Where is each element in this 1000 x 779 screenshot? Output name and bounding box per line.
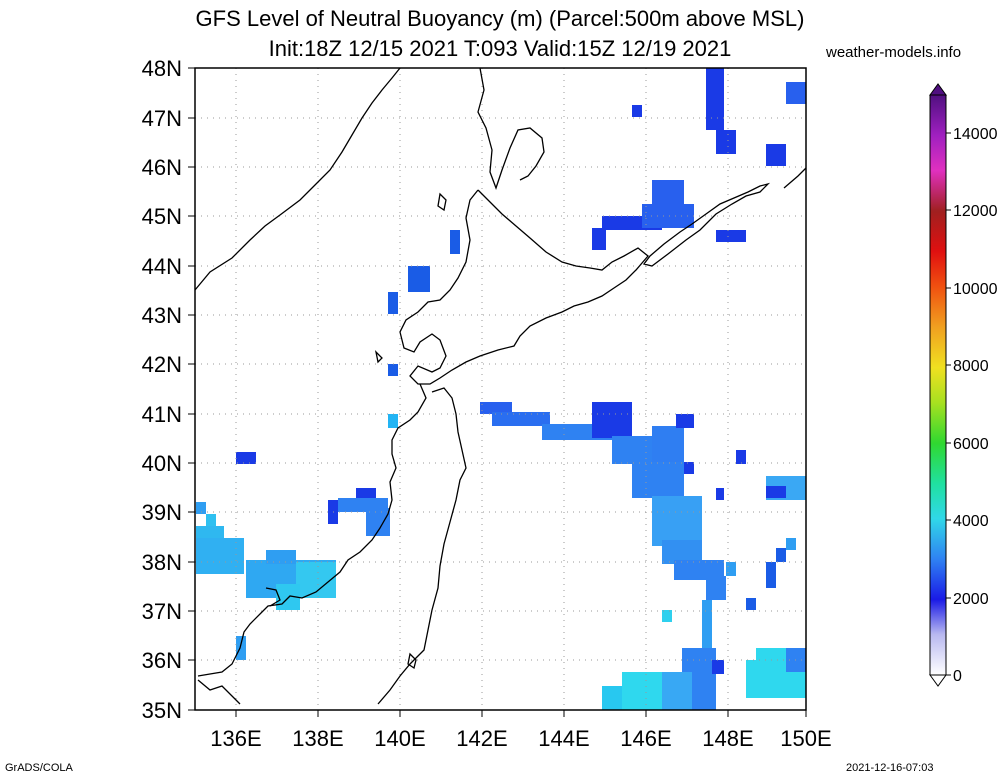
lat-label: 46N bbox=[142, 155, 182, 180]
lon-label: 144E bbox=[538, 726, 589, 751]
longitude-labels: 136E 138E 140E 142E 144E 146E 148E 150E bbox=[210, 726, 831, 751]
map-subtitle: Init:18Z 12/15 2021 T:093 Valid:15Z 12/1… bbox=[268, 36, 732, 61]
colorbar-label: 10000 bbox=[953, 281, 998, 298]
colorbar: 14000 12000 10000 8000 6000 4000 2000 0 bbox=[929, 83, 998, 687]
lat-label: 36N bbox=[142, 648, 182, 673]
colorbar-label: 6000 bbox=[953, 436, 989, 453]
colorbar-scale bbox=[929, 94, 947, 676]
lat-label: 44N bbox=[142, 254, 182, 279]
lat-label: 35N bbox=[142, 698, 182, 723]
lat-label: 47N bbox=[142, 106, 182, 131]
lat-label: 39N bbox=[142, 500, 182, 525]
lon-label: 140E bbox=[374, 726, 425, 751]
lat-label: 42N bbox=[142, 352, 182, 377]
map-frame bbox=[194, 67, 807, 711]
axis-ticks bbox=[188, 67, 807, 717]
colorbar-label: 0 bbox=[953, 668, 962, 685]
latitude-labels: 48N 47N 46N 45N 44N 43N 42N 41N 40N 39N … bbox=[142, 56, 182, 723]
lat-label: 43N bbox=[142, 303, 182, 328]
lon-label: 146E bbox=[620, 726, 671, 751]
colorbar-label: 2000 bbox=[953, 591, 989, 608]
lon-label: 148E bbox=[702, 726, 753, 751]
buoyancy-field bbox=[196, 68, 806, 710]
lat-label: 45N bbox=[142, 204, 182, 229]
colorbar-label: 14000 bbox=[953, 126, 998, 143]
colorbar-label: 12000 bbox=[953, 203, 998, 220]
lat-label: 37N bbox=[142, 599, 182, 624]
lon-label: 138E bbox=[292, 726, 343, 751]
lon-label: 142E bbox=[456, 726, 507, 751]
source-credit: weather-models.info bbox=[826, 44, 962, 61]
footer-timestamp: 2021-12-16-07:03 bbox=[846, 762, 934, 774]
lon-label: 136E bbox=[210, 726, 261, 751]
lat-label: 40N bbox=[142, 451, 182, 476]
lat-label: 48N bbox=[142, 56, 182, 81]
colorbar-label: 4000 bbox=[953, 513, 989, 530]
footer-software: GrADS/COLA bbox=[5, 762, 73, 774]
map-grid bbox=[195, 68, 806, 710]
map-title: GFS Level of Neutral Buoyancy (m) (Parce… bbox=[195, 6, 805, 31]
lat-label: 38N bbox=[142, 550, 182, 575]
lat-label: 41N bbox=[142, 402, 182, 427]
colorbar-top-arrow bbox=[929, 83, 947, 96]
colorbar-bottom-arrow bbox=[929, 674, 947, 687]
coastlines bbox=[194, 67, 807, 705]
lon-label: 150E bbox=[780, 726, 831, 751]
colorbar-label: 8000 bbox=[953, 358, 989, 375]
